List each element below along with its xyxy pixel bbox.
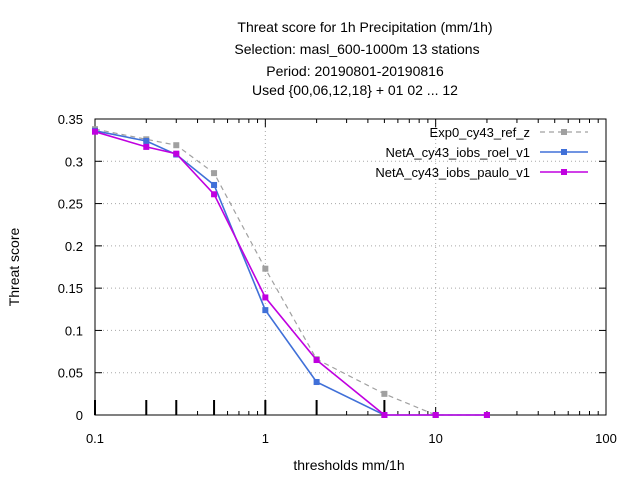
y-tick-label: 0.05 xyxy=(58,366,83,381)
series-3-point xyxy=(143,143,150,150)
series-1-point xyxy=(381,390,388,397)
x-axis: 0.1 1 10 100 xyxy=(86,119,617,446)
series-3-point xyxy=(173,150,180,157)
series-3-point xyxy=(92,128,98,135)
title-line-3: Period: 20190801-20190816 xyxy=(266,63,444,79)
series-1-point xyxy=(262,265,269,272)
y-tick-label: 0.3 xyxy=(65,154,83,169)
series-2-point xyxy=(143,137,150,144)
x-axis-label: thresholds mm/1h xyxy=(293,457,404,473)
series-2-point xyxy=(211,181,218,188)
series-group xyxy=(92,126,490,418)
series-2-point xyxy=(262,307,269,314)
y-tick-label: 0.25 xyxy=(58,197,83,212)
series-3-point xyxy=(211,191,218,198)
legend-marker xyxy=(561,129,567,135)
x-tick-label: 1 xyxy=(262,431,269,446)
series-1-point xyxy=(173,142,180,149)
legend: Exp0_cy43_ref_z NetA_cy43_iobs_roel_v1 Net… xyxy=(375,125,588,180)
y-axis-label: Threat score xyxy=(6,227,22,306)
y-axis: 0 0.05 0.1 0.15 0.2 0.25 0.3 0.35 xyxy=(58,112,606,423)
series-3-point xyxy=(381,412,388,418)
x-tick-label: 0.1 xyxy=(86,431,104,446)
threshold-markers xyxy=(94,400,386,415)
x-tick-label: 10 xyxy=(428,431,442,446)
y-tick-label: 0.35 xyxy=(58,112,83,127)
legend-marker xyxy=(561,149,567,155)
plot-frame xyxy=(94,118,607,416)
y-tick-label: 0.15 xyxy=(58,281,83,296)
y-tick-label: 0.2 xyxy=(65,239,83,254)
x-tick-label: 100 xyxy=(595,431,617,446)
title-line-2: Selection: masl_600-1000m 13 stations xyxy=(234,41,479,57)
series-3-point xyxy=(483,412,490,418)
title-line-4: Used {00,06,12,18} + 01 02 ... 12 xyxy=(252,82,458,98)
legend-label: Exp0_cy43_ref_z xyxy=(430,125,530,140)
title-line-1: Threat score for 1h Precipitation (mm/1h… xyxy=(237,19,492,35)
legend-label: NetA_cy43_iobs_paulo_v1 xyxy=(375,165,530,180)
legend-marker xyxy=(561,169,567,175)
series-3-point xyxy=(262,294,269,301)
y-tick-label: 0.1 xyxy=(65,323,83,338)
chart-title: Threat score for 1h Precipitation (mm/1h… xyxy=(234,19,492,98)
series-3-point xyxy=(432,412,439,418)
series-2-point xyxy=(313,379,320,386)
legend-label: NetA_cy43_iobs_roel_v1 xyxy=(385,145,530,160)
series-3-point xyxy=(313,357,320,364)
series-1-point xyxy=(211,170,218,177)
y-tick-label: 0 xyxy=(76,408,83,423)
series-3 xyxy=(92,128,490,418)
grid xyxy=(95,119,606,415)
